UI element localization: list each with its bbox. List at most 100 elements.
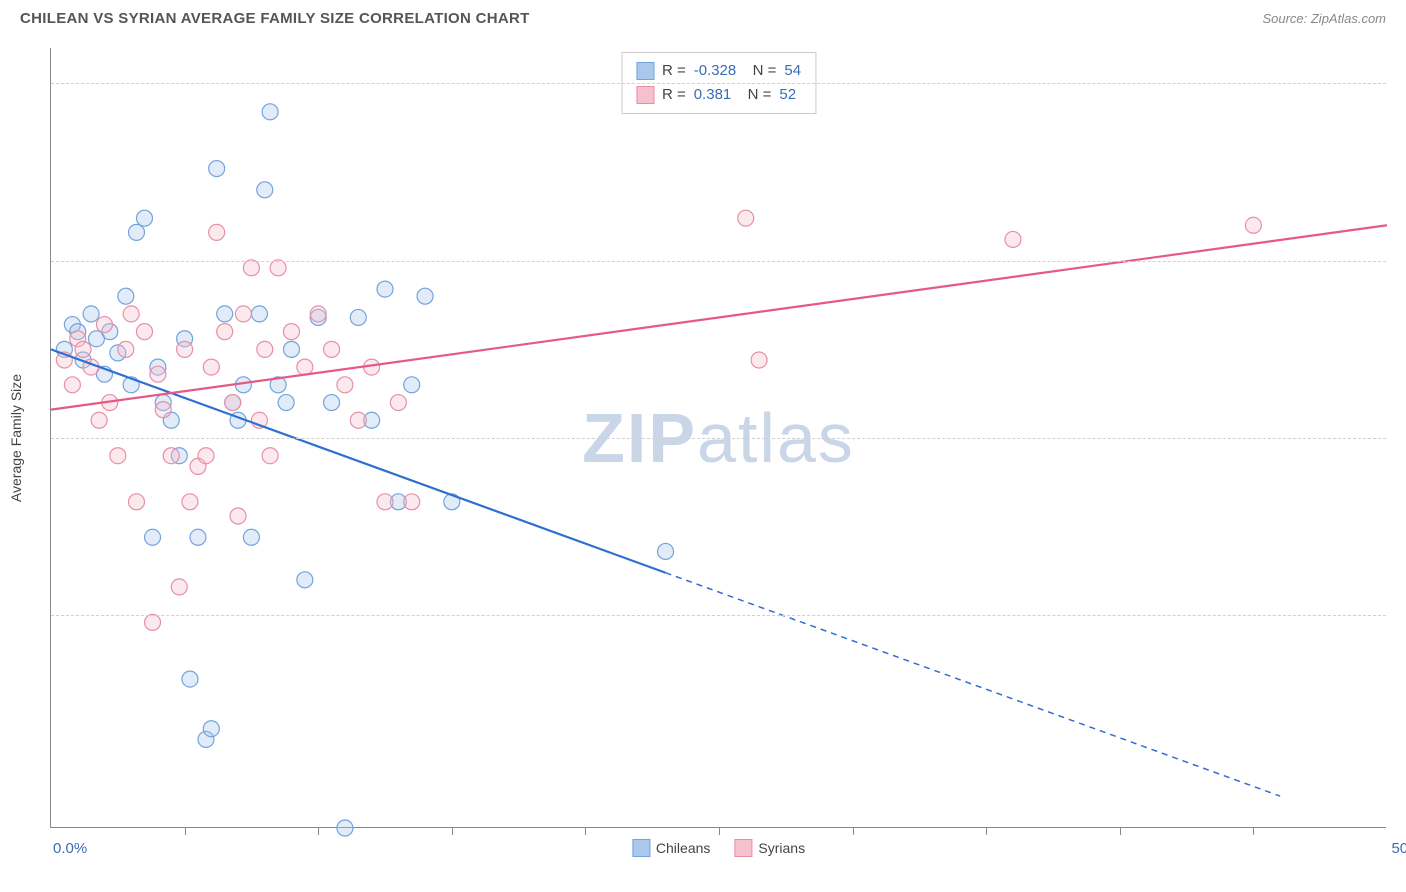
scatter-point	[118, 341, 134, 357]
chart-plot-area: Average Family Size ZIPatlas R = -0.328 …	[50, 48, 1386, 828]
scatter-point	[217, 306, 233, 322]
scatter-point	[145, 529, 161, 545]
scatter-point	[118, 288, 134, 304]
scatter-point	[217, 324, 233, 340]
y-tick-label: 4.00	[1392, 75, 1406, 91]
scatter-point	[337, 377, 353, 393]
source-attribution: Source: ZipAtlas.com	[1262, 11, 1386, 26]
scatter-point	[257, 341, 273, 357]
y-tick-label: 2.50	[1392, 607, 1406, 623]
scatter-point	[262, 448, 278, 464]
scatter-point	[145, 614, 161, 630]
scatter-point	[377, 494, 393, 510]
x-tick	[853, 827, 854, 835]
trend-line	[51, 349, 666, 572]
scatter-point	[243, 260, 259, 276]
scatter-point	[324, 341, 340, 357]
chart-header: CHILEAN VS SYRIAN AVERAGE FAMILY SIZE CO…	[0, 0, 1406, 35]
n-label: N =	[744, 59, 776, 83]
legend-label-syrian: Syrians	[758, 840, 805, 856]
scatter-point	[390, 395, 406, 411]
scatter-point	[324, 395, 340, 411]
scatter-point	[751, 352, 767, 368]
y-axis-title: Average Family Size	[8, 373, 24, 501]
scatter-point	[64, 377, 80, 393]
x-tick	[452, 827, 453, 835]
n-label: N =	[739, 83, 771, 107]
x-tick	[585, 827, 586, 835]
scatter-point	[75, 341, 91, 357]
scatter-point	[137, 324, 153, 340]
y-tick-label: 3.50	[1392, 253, 1406, 269]
scatter-point	[190, 529, 206, 545]
scatter-point	[297, 572, 313, 588]
x-tick	[719, 827, 720, 835]
scatter-point	[83, 306, 99, 322]
scatter-point	[225, 395, 241, 411]
stats-row-chilean: R = -0.328 N = 54	[636, 59, 801, 83]
n-value-chilean: 54	[784, 59, 801, 83]
y-tick-label: 3.00	[1392, 430, 1406, 446]
grid-line	[51, 615, 1386, 616]
x-axis-start-label: 0.0%	[53, 840, 87, 857]
scatter-point	[182, 671, 198, 687]
grid-line	[51, 438, 1386, 439]
r-label: R =	[662, 83, 686, 107]
scatter-point	[1245, 217, 1261, 233]
scatter-point	[257, 182, 273, 198]
scatter-point	[404, 377, 420, 393]
scatter-point	[297, 359, 313, 375]
stats-row-syrian: R = 0.381 N = 52	[636, 83, 801, 107]
scatter-point	[163, 448, 179, 464]
legend-item-syrian: Syrians	[734, 839, 805, 857]
scatter-point	[91, 412, 107, 428]
scatter-point	[283, 324, 299, 340]
swatch-chilean	[636, 62, 654, 80]
scatter-point	[350, 309, 366, 325]
swatch-syrian	[636, 86, 654, 104]
scatter-point	[150, 366, 166, 382]
scatter-point	[155, 402, 171, 418]
r-label: R =	[662, 59, 686, 83]
scatter-point	[209, 224, 225, 240]
scatter-point	[270, 260, 286, 276]
grid-line	[51, 261, 1386, 262]
scatter-point	[96, 317, 112, 333]
legend-label-chilean: Chileans	[656, 840, 710, 856]
scatter-point	[129, 224, 145, 240]
scatter-point	[658, 543, 674, 559]
scatter-point	[129, 494, 145, 510]
scatter-point	[738, 210, 754, 226]
legend-swatch-chilean	[632, 839, 650, 857]
legend-bottom: Chileans Syrians	[632, 839, 805, 857]
x-axis-end-label: 50.0%	[1391, 840, 1406, 857]
scatter-point	[235, 306, 251, 322]
x-tick	[318, 827, 319, 835]
scatter-point	[243, 529, 259, 545]
x-tick	[986, 827, 987, 835]
scatter-point	[310, 306, 326, 322]
scatter-point	[1005, 231, 1021, 247]
scatter-point	[350, 412, 366, 428]
r-value-chilean: -0.328	[694, 59, 737, 83]
r-value-syrian: 0.381	[694, 83, 732, 107]
scatter-point	[283, 341, 299, 357]
scatter-point	[230, 508, 246, 524]
scatter-point	[123, 306, 139, 322]
trend-line-extrapolated	[666, 573, 1281, 796]
legend-swatch-syrian	[734, 839, 752, 857]
chart-title: CHILEAN VS SYRIAN AVERAGE FAMILY SIZE CO…	[20, 10, 530, 27]
scatter-point	[110, 448, 126, 464]
scatter-point	[203, 359, 219, 375]
x-tick	[1253, 827, 1254, 835]
scatter-point	[171, 579, 187, 595]
scatter-point	[251, 306, 267, 322]
scatter-point	[337, 820, 353, 836]
x-tick	[185, 827, 186, 835]
scatter-point	[209, 161, 225, 177]
scatter-point	[404, 494, 420, 510]
trend-line	[51, 225, 1387, 409]
scatter-point	[182, 494, 198, 510]
scatter-point	[417, 288, 433, 304]
scatter-point	[177, 341, 193, 357]
